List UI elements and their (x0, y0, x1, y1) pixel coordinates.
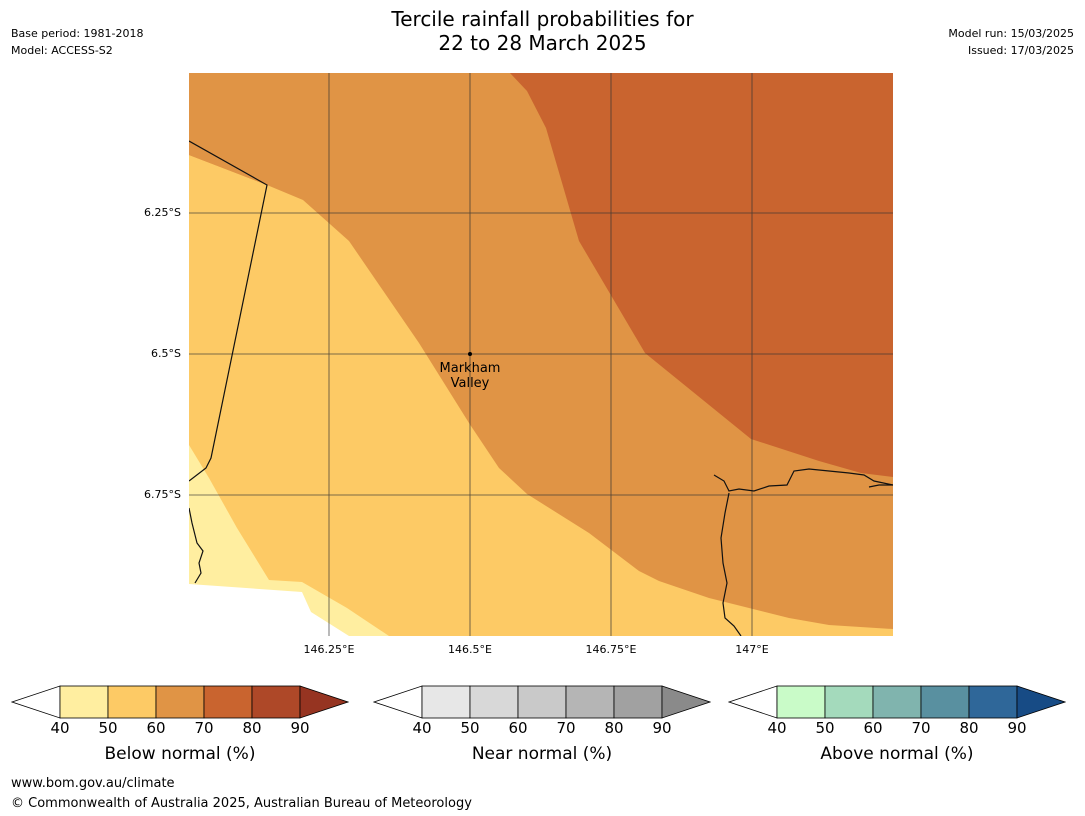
issued-date: Issued: 17/03/2025 (967, 44, 1074, 57)
title-line-2: 22 to 28 March 2025 (438, 31, 647, 55)
above-normal-extend-high (1016, 685, 1066, 719)
map-title: Tercile rainfall probabilities for 22 to… (0, 7, 1085, 55)
lon-label-4: 147°E (735, 643, 769, 656)
region-50-60 (189, 155, 893, 636)
below-normal-tick-60: 60 (146, 719, 166, 737)
below-normal-bin-50-60 (107, 685, 157, 719)
model-run: Model run: 15/03/2025 (948, 27, 1074, 40)
near-normal-tick-40: 40 (412, 719, 432, 737)
lat-label-2: 6.5°S (151, 347, 181, 360)
below-normal-tick-50: 50 (98, 719, 118, 737)
near-normal-extend-high (661, 685, 711, 719)
above-normal-colorbar-title: Above normal (%) (820, 744, 974, 764)
above-normal-bin-50-60 (824, 685, 874, 719)
above-normal-bin-40-50 (776, 685, 826, 719)
near-normal-tick-90: 90 (652, 719, 672, 737)
below-normal-tick-80: 80 (242, 719, 262, 737)
region-70-80 (510, 73, 893, 477)
near-normal-bin-60-70 (517, 685, 567, 719)
copyright: © Commonwealth of Australia 2025, Austra… (11, 796, 472, 811)
lat-label-1: 6.25°S (144, 206, 181, 219)
lon-label-1: 146.25°E (303, 643, 355, 656)
near-normal-bin-50-60 (469, 685, 519, 719)
model-name: Model: ACCESS-S2 (11, 44, 113, 57)
near-normal-bin-40-50 (421, 685, 471, 719)
above-normal-bin-80-90 (968, 685, 1018, 719)
location-name-line-2: Valley (450, 376, 490, 391)
below-normal-colorbar-title: Below normal (%) (104, 744, 256, 764)
below-normal-tick-40: 40 (50, 719, 70, 737)
above-normal-tick-50: 50 (815, 719, 835, 737)
near-normal-colorbar-title: Near normal (%) (471, 744, 613, 764)
above-normal-bin-70-80 (920, 685, 970, 719)
below-normal-bin-60-70 (155, 685, 205, 719)
base-period: Base period: 1981-2018 (11, 27, 144, 40)
below-normal-extend-high (299, 685, 349, 719)
near-normal-tick-70: 70 (556, 719, 576, 737)
website-url: www.bom.gov.au/climate (11, 776, 175, 791)
above-normal-extend-low (728, 685, 778, 719)
above-normal-tick-70: 70 (911, 719, 931, 737)
below-normal-tick-90: 90 (290, 719, 310, 737)
below-normal-extend-low (11, 685, 61, 719)
below-normal-colorbar (11, 685, 349, 719)
near-normal-bin-80-90 (613, 685, 663, 719)
near-normal-colorbar (373, 685, 711, 719)
title-line-1: Tercile rainfall probabilities for (391, 7, 694, 31)
below-normal-bin-80-90 (251, 685, 301, 719)
lon-label-3: 146.75°E (585, 643, 637, 656)
location-name-line-1: Markham (439, 361, 501, 376)
below-normal-bin-70-80 (203, 685, 253, 719)
below-normal-tick-70: 70 (194, 719, 214, 737)
near-normal-tick-80: 80 (604, 719, 624, 737)
no-data-area (189, 584, 349, 636)
near-normal-tick-60: 60 (508, 719, 528, 737)
location-marker (468, 352, 472, 356)
probability-map (189, 73, 893, 636)
lat-label-3: 6.75°S (144, 488, 181, 501)
lon-label-2: 146.5°E (448, 643, 492, 656)
above-normal-colorbar (728, 685, 1066, 719)
near-normal-bin-70-80 (565, 685, 615, 719)
boundaries (189, 140, 893, 636)
above-normal-tick-90: 90 (1007, 719, 1027, 737)
near-normal-tick-50: 50 (460, 719, 480, 737)
location-label: Markham Valley (420, 361, 520, 391)
below-normal-bin-40-50 (59, 685, 109, 719)
above-normal-tick-40: 40 (767, 719, 787, 737)
above-normal-tick-80: 80 (959, 719, 979, 737)
near-normal-extend-low (373, 685, 423, 719)
graticule (189, 73, 893, 636)
above-normal-tick-60: 60 (863, 719, 883, 737)
above-normal-bin-60-70 (872, 685, 922, 719)
